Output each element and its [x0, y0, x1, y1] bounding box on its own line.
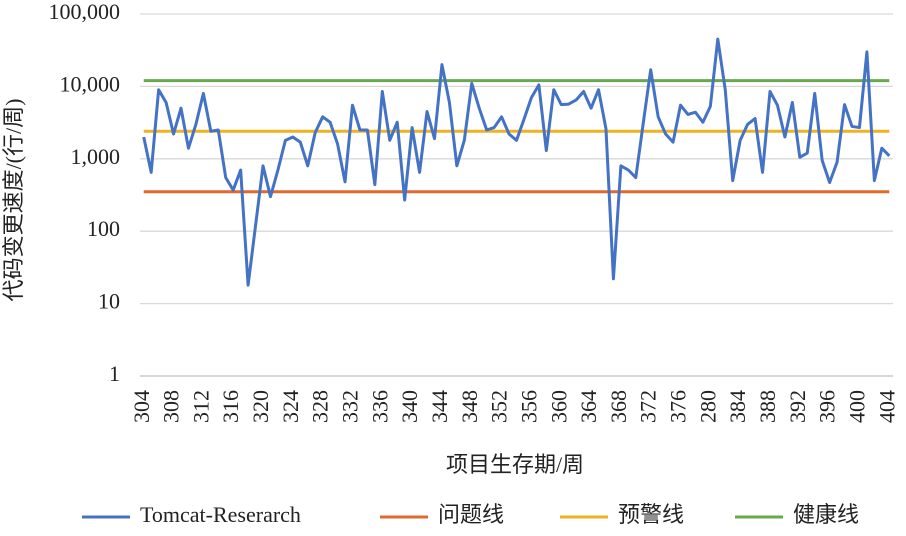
series-line	[142, 37, 891, 287]
x-tick-label: 388	[755, 390, 780, 423]
y-tick-label: 10	[98, 289, 120, 314]
x-tick-label: 324	[278, 390, 303, 423]
x-tick-label: 332	[338, 390, 363, 423]
y-tick-label: 100	[87, 216, 120, 241]
y-tick-label: 100,000	[49, 0, 121, 24]
x-tick-label: 316	[218, 390, 243, 423]
x-tick-label: 372	[636, 390, 661, 423]
x-tick-label: 368	[606, 390, 631, 423]
x-tick-label: 344	[427, 390, 452, 423]
x-tick-label: 308	[159, 390, 184, 423]
x-tick-label: 312	[188, 390, 213, 423]
y-tick-label: 1	[109, 361, 120, 386]
x-tick-label: 340	[397, 390, 422, 423]
x-tick-label: 384	[725, 390, 750, 423]
x-tick-label: 376	[666, 390, 691, 423]
x-axis-label: 项目生存期/周	[446, 452, 584, 477]
y-tick-label: 10,000	[60, 71, 121, 96]
x-tick-label: 348	[457, 390, 482, 423]
x-tick-label: 320	[248, 390, 273, 423]
x-tick-label: 328	[308, 390, 333, 423]
legend-label: Tomcat-Reserarch	[140, 502, 301, 527]
y-axis-label: 代码变更速度/(行/周)	[1, 99, 26, 302]
x-tick-label: 404	[874, 390, 899, 423]
legend-label: 预警线	[618, 502, 684, 527]
x-tick-label: 400	[844, 390, 869, 423]
legend-label: 问题线	[438, 502, 504, 527]
x-tick-label: 360	[546, 390, 571, 423]
x-tick-label: 364	[576, 390, 601, 423]
x-tick-label: 396	[815, 390, 840, 423]
legend-label: 健康线	[793, 502, 859, 527]
x-tick-label: 280	[695, 390, 720, 423]
x-tick-label: 352	[487, 390, 512, 423]
x-tick-label: 392	[785, 390, 810, 423]
x-tick-label: 356	[516, 390, 541, 423]
y-tick-label: 1,000	[71, 144, 121, 169]
x-tick-label: 304	[129, 390, 154, 423]
x-tick-label: 336	[367, 390, 392, 423]
